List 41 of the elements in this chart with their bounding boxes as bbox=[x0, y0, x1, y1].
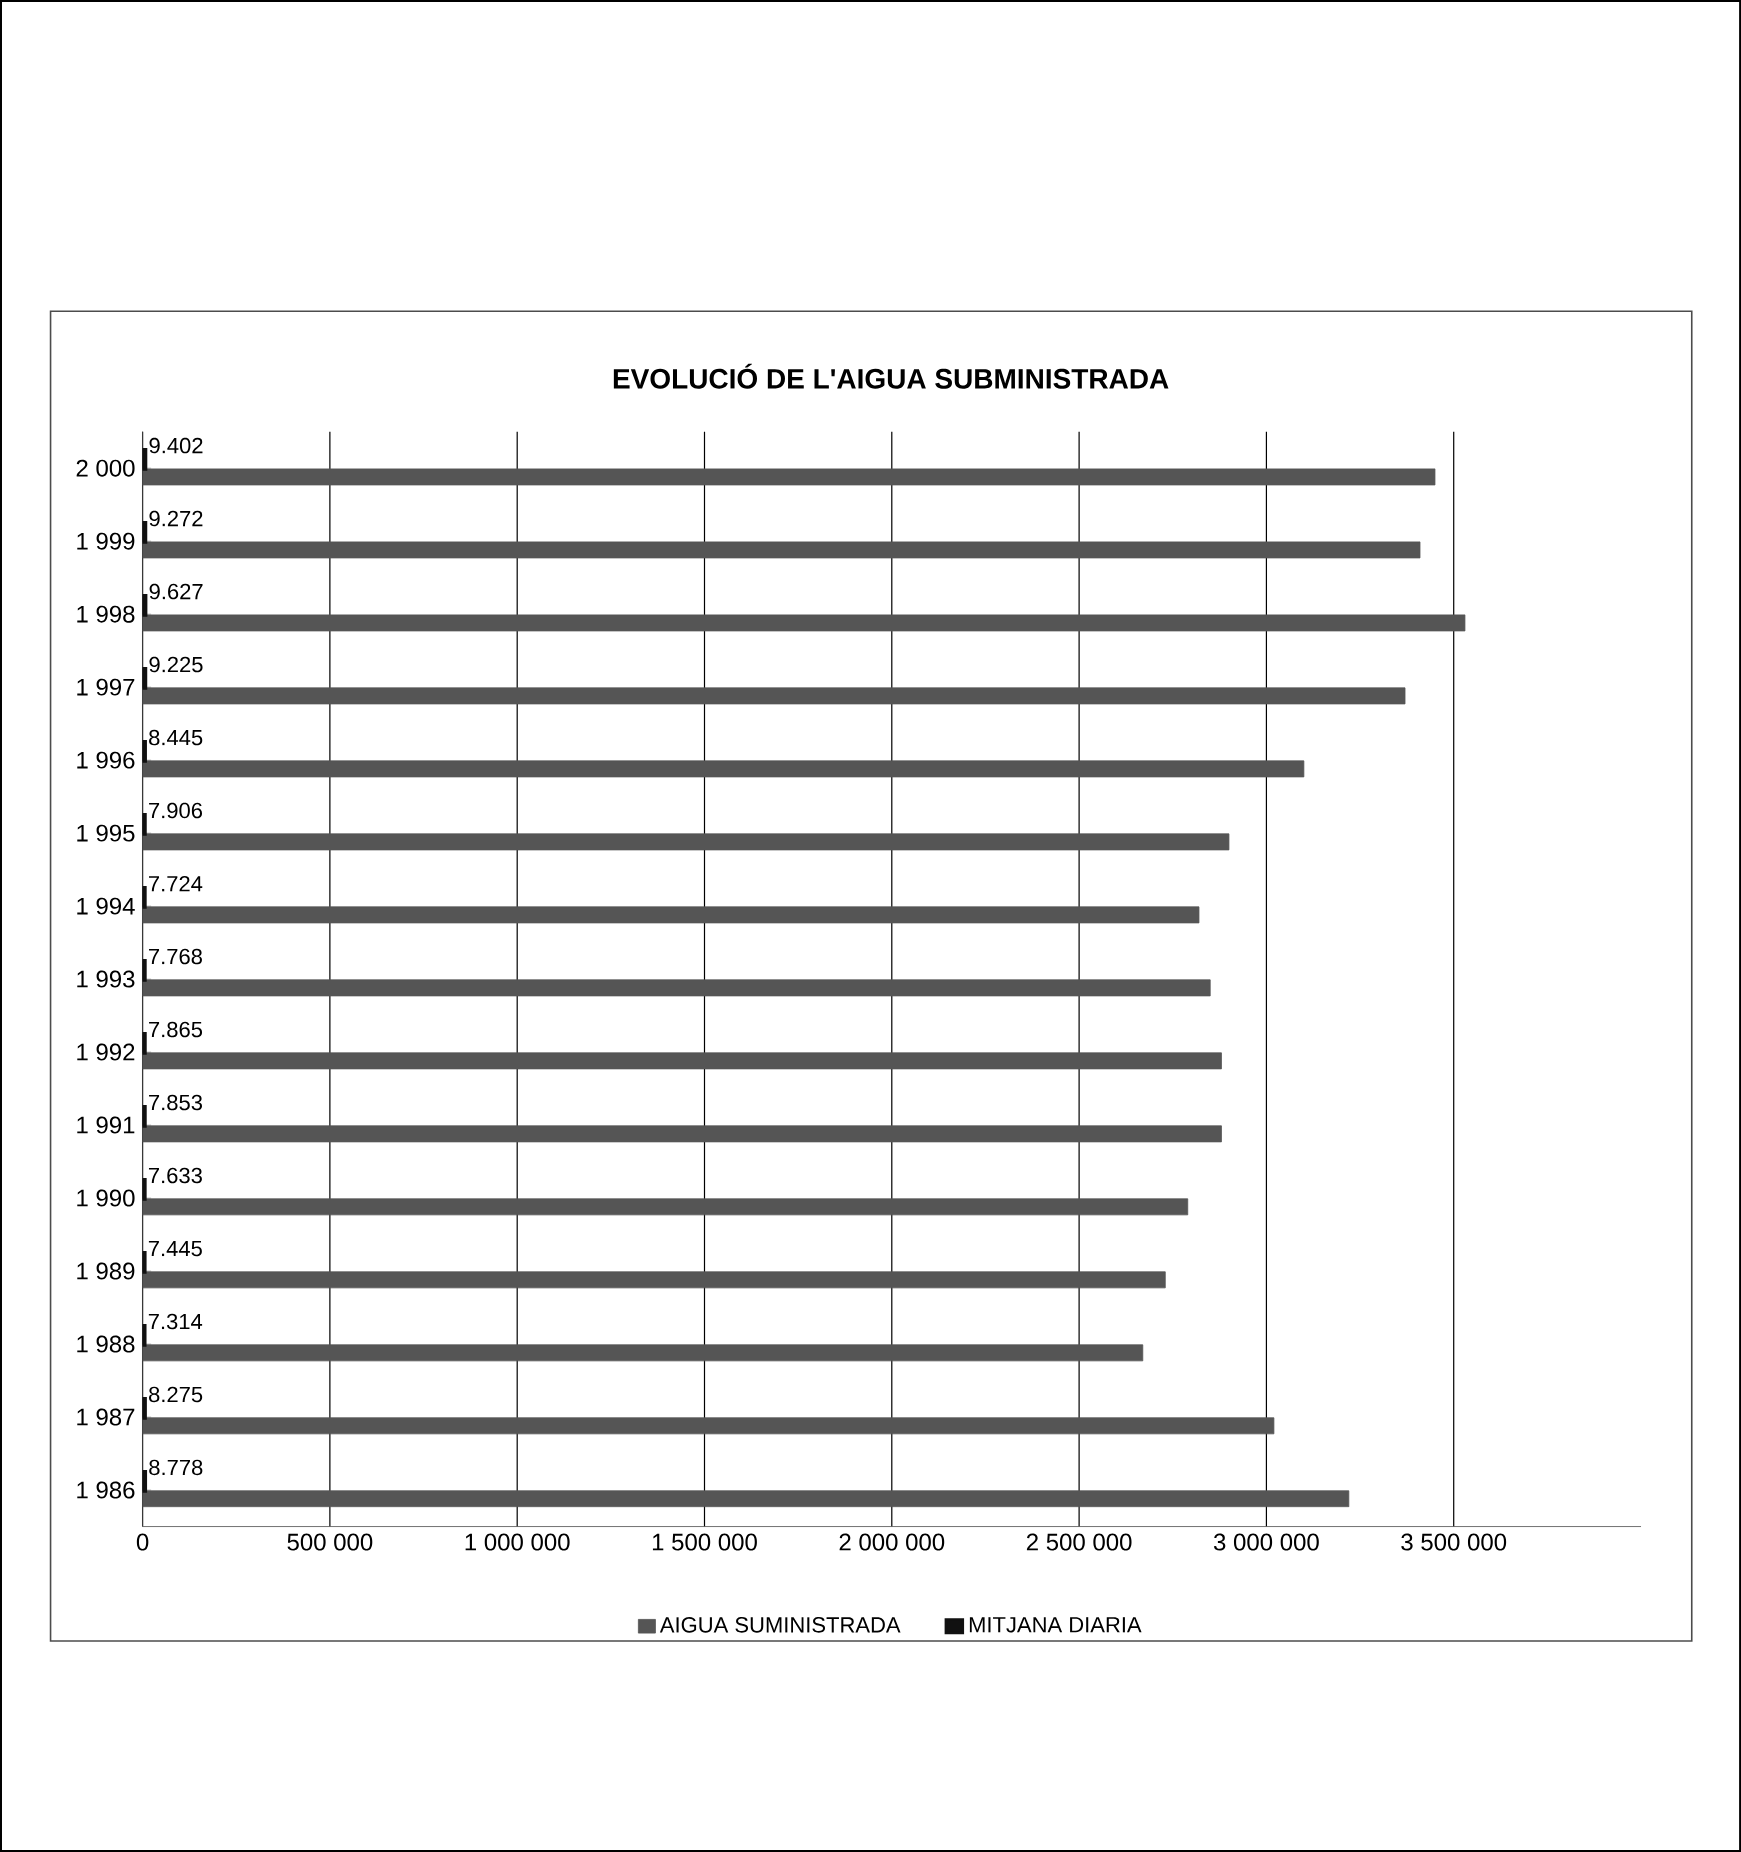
y-tick-label: 1 999 bbox=[77, 532, 135, 550]
y-tick-label: 1 987 bbox=[77, 1408, 135, 1426]
data-label: 7.906 bbox=[149, 802, 202, 819]
y-tick-label: 1 997 bbox=[77, 678, 135, 696]
data-label: 8.778 bbox=[149, 1459, 203, 1476]
y-tick-label: 1 992 bbox=[77, 1043, 135, 1061]
data-label: 9.627 bbox=[149, 583, 203, 600]
data-label: 9.402 bbox=[149, 437, 203, 454]
data-label: 9.272 bbox=[149, 510, 203, 527]
y-tick-label: 1 995 bbox=[77, 824, 135, 842]
data-label: 8.275 bbox=[148, 1386, 203, 1403]
y-tick-label: 1 994 bbox=[77, 897, 135, 915]
y-tick-label: 1 996 bbox=[77, 751, 135, 769]
y-tick-label: 1 993 bbox=[77, 970, 135, 988]
y-tick-label: 1 991 bbox=[77, 1116, 135, 1134]
data-label: 7.724 bbox=[148, 875, 203, 892]
x-tick-label: 3 000 000 bbox=[1213, 1533, 1319, 1551]
x-tick-label: 1 500 000 bbox=[652, 1533, 757, 1551]
y-tick-label: 1 989 bbox=[77, 1262, 135, 1280]
data-label: 7.445 bbox=[148, 1240, 202, 1257]
y-tick-label: 1 990 bbox=[77, 1189, 135, 1207]
y-tick-label: 1 986 bbox=[77, 1481, 135, 1499]
x-tick-label: 2 500 000 bbox=[1026, 1533, 1132, 1551]
data-label: 7.314 bbox=[148, 1313, 203, 1330]
data-label: 7.853 bbox=[149, 1094, 202, 1111]
y-tick-label: 1 988 bbox=[77, 1335, 135, 1353]
data-label: 7.633 bbox=[148, 1167, 202, 1184]
x-tick-label: 0 bbox=[136, 1533, 149, 1551]
legend-label: AIGUA SUMINISTRADA bbox=[659, 1617, 901, 1633]
data-label: 8.445 bbox=[149, 729, 203, 746]
x-tick-label: 500 000 bbox=[287, 1533, 373, 1551]
x-tick-label: 2 000 000 bbox=[839, 1533, 945, 1551]
chart-title: EVOLUCIÓ DE L'AIGUA SUBMINISTRADA bbox=[613, 363, 1169, 389]
data-label: 7.865 bbox=[149, 1021, 202, 1038]
data-label: 7.768 bbox=[148, 948, 202, 965]
x-tick-label: 1 000 000 bbox=[465, 1533, 570, 1551]
y-tick-label: 2 000 bbox=[76, 459, 135, 477]
legend-label: MITJANA DIARIA bbox=[969, 1617, 1142, 1633]
y-tick-label: 1 998 bbox=[77, 605, 135, 623]
x-tick-label: 3 500 000 bbox=[1401, 1533, 1507, 1551]
data-label: 9.225 bbox=[149, 656, 203, 673]
